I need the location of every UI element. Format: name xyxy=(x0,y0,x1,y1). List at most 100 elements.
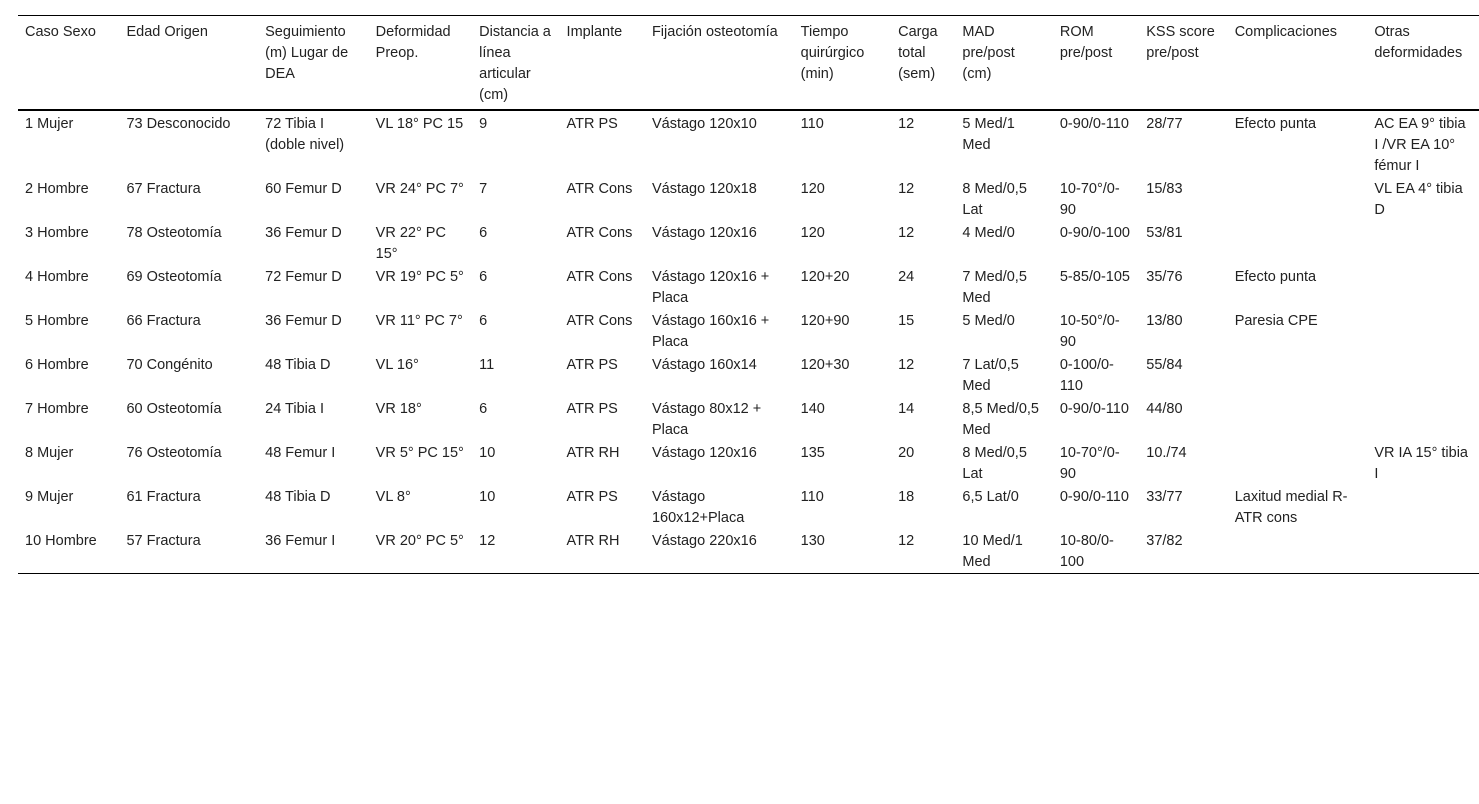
table-cell: 9 xyxy=(479,116,488,132)
table-cell: ATR Cons xyxy=(566,181,633,197)
table-cell xyxy=(1367,265,1479,309)
table-cell xyxy=(1228,353,1368,397)
table-cell: ATR Cons xyxy=(566,225,633,241)
table-row: 2 Hombre 67 Fractura 60 Femur D VR 24° PC 7… xyxy=(18,177,1479,221)
table-cell: 24 Tibia I xyxy=(265,401,324,417)
header-cell: Tiempo quirúrgico (min) xyxy=(800,24,865,82)
header-cell: Implante xyxy=(566,24,623,40)
table-row: 9 Mujer 61 Fractura 48 Tibia D VL 8° 10 ATR P… xyxy=(18,485,1479,529)
table-cell: 6 xyxy=(479,225,488,241)
table-cell: VL 18° PC 15 xyxy=(375,116,464,132)
table-cell: 7 Hombre xyxy=(25,401,89,417)
table-cell: 0-90/0-110 xyxy=(1059,116,1129,132)
table-cell: Efecto punta xyxy=(1234,269,1317,285)
table-cell: VR 11° PC 7° xyxy=(375,313,463,329)
table-cell: ATR PS xyxy=(566,489,618,505)
table-cell: 11 xyxy=(479,357,495,373)
table-cell: 8,5 Med/0,5 Med xyxy=(962,401,1039,438)
table-cell: 10-70°/0-90 xyxy=(1059,445,1120,482)
table-cell: VL 16° xyxy=(375,357,419,373)
table-cell: VR 18° xyxy=(375,401,422,417)
table-cell: 5 Hombre xyxy=(25,313,89,329)
table-cell: 3 Hombre xyxy=(25,225,89,241)
table-cell: 10-50°/0-90 xyxy=(1059,313,1120,350)
table-cell: 4 Hombre xyxy=(25,269,89,285)
table-cell: VR 5° PC 15° xyxy=(375,445,464,461)
table-cell: 12 xyxy=(898,533,915,549)
table-cell: 7 Lat/0,5 Med xyxy=(962,357,1019,394)
table-cell: 67 Fractura xyxy=(126,181,201,197)
table-cell: 8 Med/0,5 Lat xyxy=(962,445,1027,482)
table-cell: 6 xyxy=(479,269,488,285)
table-cell: 72 Femur D xyxy=(265,269,342,285)
table-cell: 36 Femur I xyxy=(265,533,336,549)
table-cell: 44/80 xyxy=(1146,401,1183,417)
table-cell: 120+20 xyxy=(800,269,850,285)
table-cell: 69 Osteotomía xyxy=(126,269,222,285)
table-cell: VL EA 4° tibia D xyxy=(1374,181,1463,218)
header-cell: Distancia a línea articular (cm) xyxy=(479,24,551,103)
table-cell: 1 Mujer xyxy=(25,116,74,132)
table-cell: 66 Fractura xyxy=(126,313,201,329)
header-cell: MAD pre/post (cm) xyxy=(962,24,1015,82)
table-row: 3 Hombre 78 Osteotomía 36 Femur D VR 22° PC… xyxy=(18,221,1479,265)
header-cell: Otras deformidades xyxy=(1374,24,1463,61)
header-cell: Carga total (sem) xyxy=(898,24,938,82)
table-cell: Vástago 160x16 + Placa xyxy=(651,313,770,350)
header-cell: Deformidad Preop. xyxy=(375,24,451,61)
table-cell: 48 Femur I xyxy=(265,445,336,461)
table-cell: VR IA 15° tibia I xyxy=(1374,445,1468,482)
table-cell: 0-90/0-110 xyxy=(1059,401,1129,417)
table-cell: 5 Med/0 xyxy=(962,313,1015,329)
table-cell: Laxitud medial R-ATR cons xyxy=(1234,489,1348,526)
table-cell: 60 Osteotomía xyxy=(126,401,222,417)
table-cell: 14 xyxy=(898,401,915,417)
table-cell: 6 xyxy=(479,401,488,417)
table-cell: 6 xyxy=(479,313,488,329)
table-cell: VL 8° xyxy=(375,489,411,505)
table-cell xyxy=(1228,441,1368,485)
table-cell: 72 Tibia I (doble nivel) xyxy=(265,116,345,153)
table-cell: 0-90/0-110 xyxy=(1059,489,1129,505)
table-cell: 10./74 xyxy=(1146,445,1187,461)
table-body: 1 Mujer 73 Desconocido 72 Tibia I (doble n… xyxy=(18,110,1479,574)
table-cell: Vástago 120x16 xyxy=(651,225,757,241)
table-cell: 37/82 xyxy=(1146,533,1183,549)
table-cell: 9 Mujer xyxy=(25,489,74,505)
table-cell: ATR Cons xyxy=(566,313,633,329)
table-cell: 15/83 xyxy=(1146,181,1183,197)
table-cell: 130 xyxy=(800,533,825,549)
table-cell: 6,5 Lat/0 xyxy=(962,489,1019,505)
table-cell: Vástago 220x16 xyxy=(651,533,757,549)
table-cell xyxy=(1367,309,1479,353)
table-cell xyxy=(1367,353,1479,397)
table-cell: Paresia CPE xyxy=(1234,313,1318,329)
header-cell: KSS score pre/post xyxy=(1146,24,1215,61)
table-cell: 12 xyxy=(898,357,915,373)
table-cell: VR 20° PC 5° xyxy=(375,533,464,549)
table-cell: ATR PS xyxy=(566,116,618,132)
table-cell: 120+30 xyxy=(800,357,850,373)
header-cell: ROM pre/post xyxy=(1059,24,1113,61)
table-cell: 20 xyxy=(898,445,915,461)
table-cell xyxy=(1367,397,1479,441)
table-row: 10 Hombre 57 Fractura 36 Femur I VR 20° PC … xyxy=(18,529,1479,574)
header-row: Caso Sexo Edad Origen Seguimiento (m) Luga… xyxy=(18,15,1479,110)
table-row: 5 Hombre 66 Fractura 36 Femur D VR 11° PC 7… xyxy=(18,309,1479,353)
table-cell xyxy=(1367,485,1479,529)
table-cell: 33/77 xyxy=(1146,489,1183,505)
table-cell: VR 22° PC 15° xyxy=(375,225,446,262)
table-cell: 140 xyxy=(800,401,825,417)
table-cell: 36 Femur D xyxy=(265,225,342,241)
table-cell: Vástago 160x14 xyxy=(651,357,757,373)
table-cell: 53/81 xyxy=(1146,225,1183,241)
table-cell: 55/84 xyxy=(1146,357,1183,373)
table-cell: 5-85/0-105 xyxy=(1059,269,1130,285)
table-cell: 0-90/0-100 xyxy=(1059,225,1130,241)
table-cell: Vástago 120x18 xyxy=(651,181,757,197)
table-cell: 12 xyxy=(898,225,915,241)
header-cell: Edad Origen xyxy=(126,24,208,40)
table-cell: 48 Tibia D xyxy=(265,357,331,373)
table-cell: 2 Hombre xyxy=(25,181,89,197)
header-cell: Complicaciones xyxy=(1234,24,1338,40)
